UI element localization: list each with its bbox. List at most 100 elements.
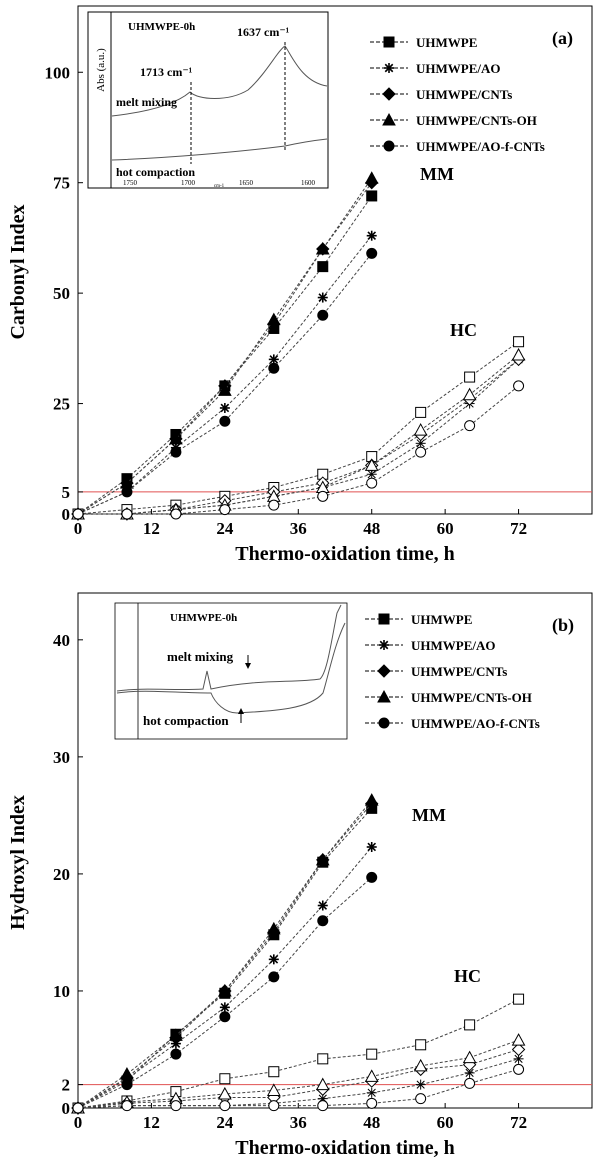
data-point	[120, 1067, 134, 1080]
x-axis-title: Thermo-oxidation time, h	[235, 543, 454, 565]
x-tick-label: 72	[510, 1113, 527, 1132]
legend-item: UHMWPE/AO	[370, 61, 501, 76]
inset-ylabel: Abs (a.u.)	[95, 48, 107, 92]
data-point	[366, 477, 378, 489]
y-tick-label: 75	[53, 174, 70, 193]
data-point	[169, 431, 183, 445]
series-hc-circle	[72, 380, 525, 520]
data-point	[366, 1048, 378, 1060]
hydroxyl-index-chart: 0 12 24 36 48 60 720210203040Thermo-oxidation …	[7, 592, 593, 1159]
data-point	[219, 1073, 231, 1085]
data-point	[366, 1087, 377, 1098]
data-point	[266, 921, 281, 935]
x-tick-label: 72	[510, 519, 527, 538]
legend-item: UHMWPE/CNTs-OH	[365, 689, 532, 705]
data-point	[364, 1069, 379, 1082]
inset-title: UHMWPE-0h	[128, 21, 195, 33]
data-point	[462, 1050, 477, 1064]
data-point	[513, 1063, 525, 1075]
data-point	[219, 415, 231, 427]
data-point	[170, 1100, 182, 1112]
legend-marker	[382, 112, 396, 126]
y-tick-label: 30	[53, 748, 70, 767]
x-tick-label: 48	[363, 519, 380, 538]
data-point	[219, 1011, 231, 1023]
mm-label: MM	[412, 805, 446, 825]
data-point	[366, 1097, 378, 1109]
data-point	[366, 190, 378, 202]
legend-marker	[379, 640, 389, 650]
data-point	[317, 1053, 329, 1065]
series-line	[78, 359, 519, 515]
series-line	[77, 341, 519, 515]
data-point	[513, 993, 525, 1005]
legend-label: UHMWPE	[411, 612, 472, 627]
x-tick-label: 48	[363, 1113, 380, 1132]
data-point	[317, 915, 329, 927]
data-point	[170, 446, 182, 458]
inset-peak-1637: 1637 cm⁻¹	[237, 25, 290, 39]
legend-marker	[378, 613, 390, 625]
series-mm-triangle	[71, 171, 379, 520]
legend-label: UHMWPE/CNTs	[411, 664, 507, 679]
x-tick-label: 0	[74, 1113, 83, 1132]
x-tick-label: 60	[437, 1113, 454, 1132]
data-point	[366, 247, 378, 259]
legend-label: UHMWPE/CNTs	[416, 87, 512, 102]
data-point	[415, 1093, 427, 1105]
panel-label: (a)	[552, 28, 573, 49]
data-point	[413, 423, 428, 436]
inset-tick-label: 1700	[181, 179, 196, 187]
legend-item: UHMWPE/AO-f-CNTs	[370, 139, 545, 154]
x-tick-label: 0	[74, 519, 83, 538]
series-mm-diamond	[71, 175, 379, 521]
legend-marker	[384, 63, 394, 73]
data-point	[266, 1083, 281, 1096]
legend-item: UHMWPE	[365, 612, 472, 627]
legend-label: UHMWPE/AO-f-CNTs	[411, 716, 540, 731]
x-axis-title: Thermo-oxidation time, h	[235, 1137, 454, 1159]
data-point	[513, 380, 525, 392]
mm-label: MM	[420, 164, 454, 184]
y-tick-label: 10	[53, 982, 70, 1001]
data-point	[218, 983, 232, 997]
legend-label: UHMWPE/AO	[416, 61, 501, 76]
inset-peak-1713: 1713 cm⁻¹	[140, 65, 193, 79]
inset-frame	[114, 602, 348, 740]
series-line	[77, 177, 373, 515]
legend-marker	[383, 140, 395, 152]
data-point	[366, 871, 378, 883]
y-tick-label: 20	[53, 865, 70, 884]
x-tick-label: 36	[290, 519, 307, 538]
legend-label: UHMWPE/CNTs-OH	[411, 690, 532, 705]
data-point	[464, 371, 476, 383]
data-point	[511, 347, 526, 361]
x-tick-label: 12	[143, 1113, 160, 1132]
data-point	[364, 171, 379, 184]
inset-melt-label: melt mixing	[167, 649, 234, 664]
series-line	[77, 1058, 519, 1109]
data-point	[317, 1100, 329, 1112]
hc-label: HC	[450, 320, 477, 340]
legend-marker	[377, 664, 391, 678]
data-point	[462, 387, 477, 401]
series-line	[77, 1068, 519, 1109]
data-point	[72, 508, 84, 520]
x-tick-label: 24	[216, 519, 234, 538]
data-point	[218, 383, 232, 396]
data-point	[218, 1086, 232, 1100]
inset-xlabel: cm-1	[214, 184, 225, 189]
data-point	[415, 438, 426, 449]
series-line	[77, 182, 373, 515]
series-line	[78, 385, 519, 515]
data-point	[169, 1028, 183, 1041]
legend-label: UHMWPE	[416, 35, 477, 50]
data-point	[415, 446, 427, 458]
ftir-inset: UHMWPE-0h Abs (a.u.) 1637 cm⁻¹ 1713 cm⁻¹ mel…	[87, 11, 329, 189]
data-point	[511, 1042, 526, 1057]
data-point	[415, 1079, 426, 1090]
hc-label: HC	[454, 966, 481, 986]
series-hc-star	[73, 354, 524, 519]
data-point	[413, 1058, 428, 1072]
data-point	[464, 420, 476, 432]
